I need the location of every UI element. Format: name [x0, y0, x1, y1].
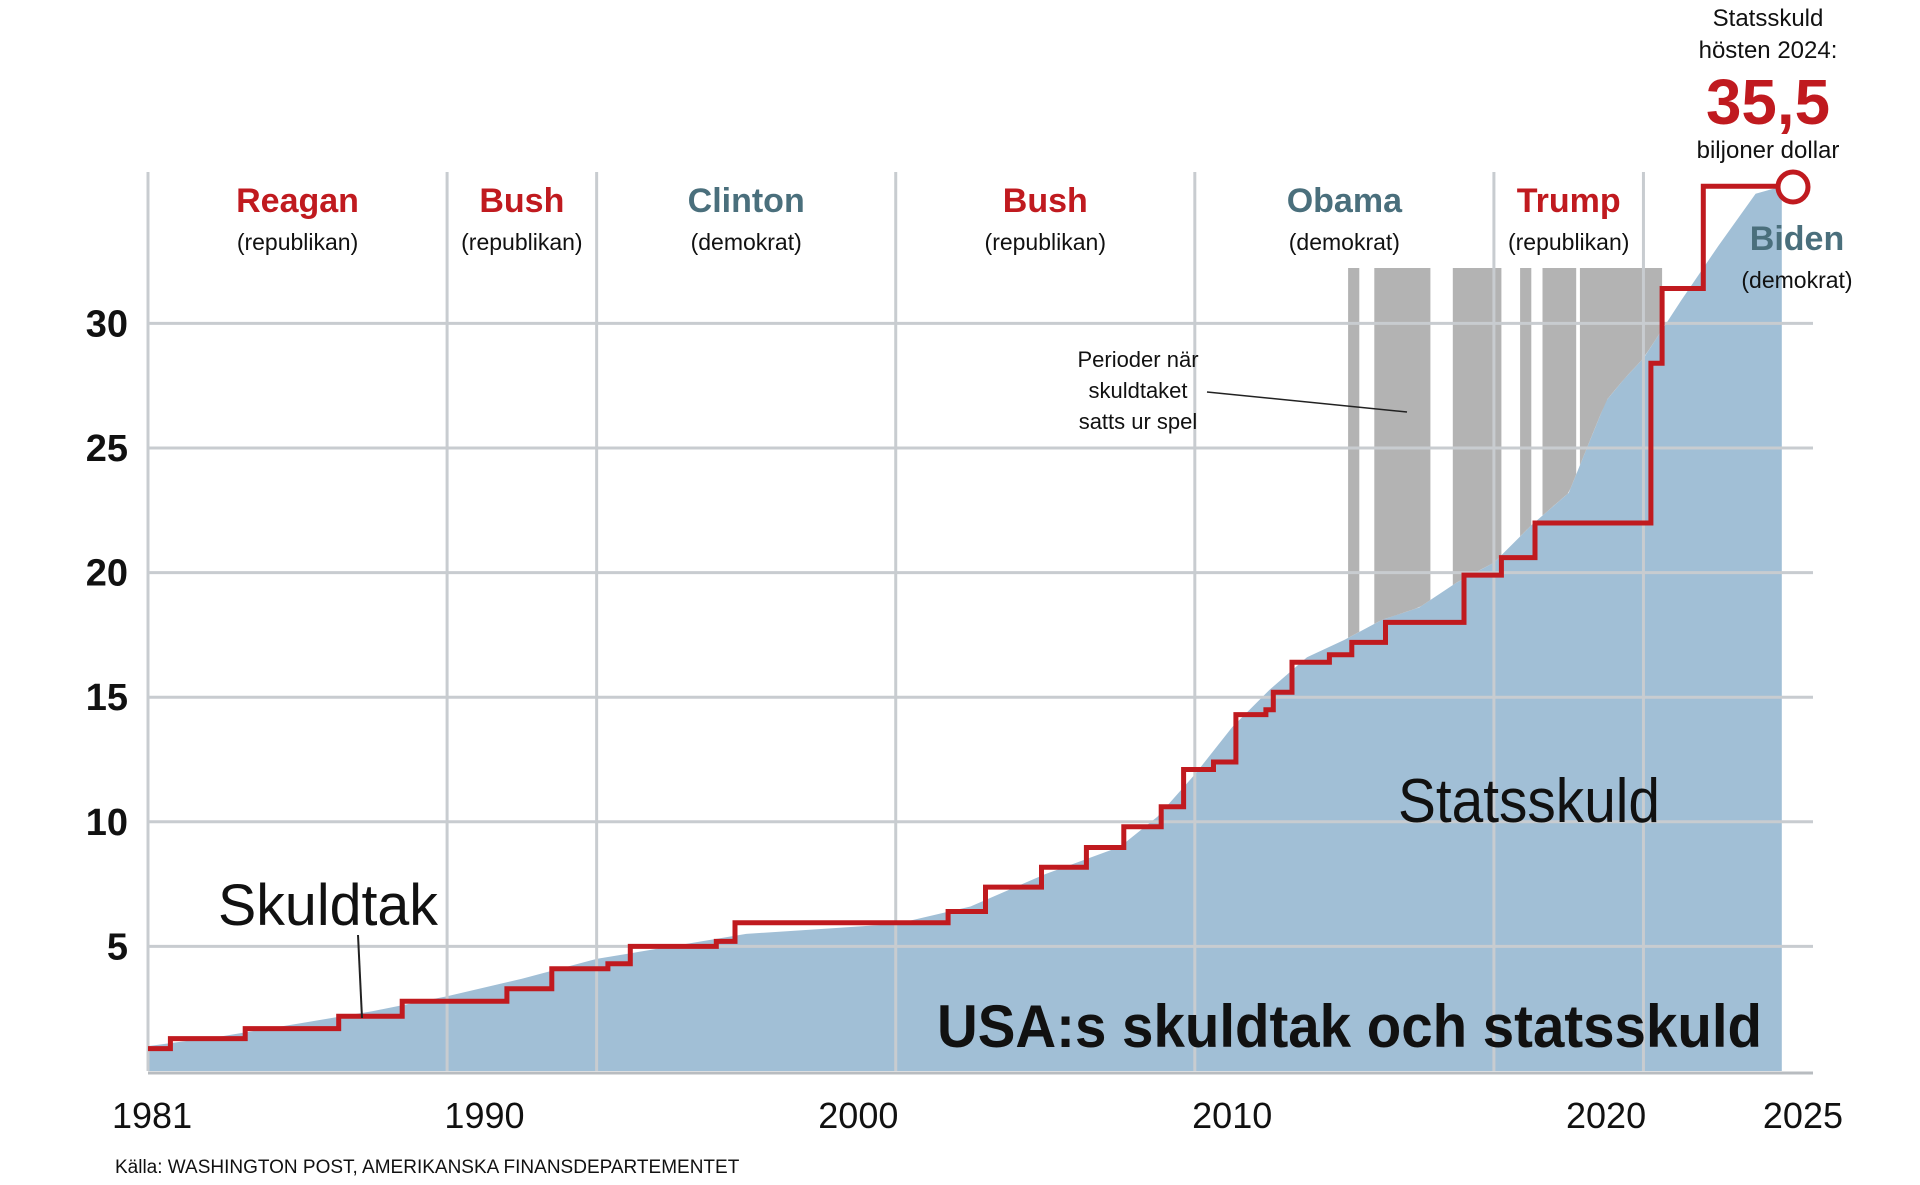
y-tick-label: 20 [86, 553, 128, 595]
suspension-leader-line [1206, 391, 1408, 413]
y-tick-label: 15 [86, 677, 128, 719]
callout-line-1: Statsskuld [1713, 5, 1824, 32]
callout-marker [1775, 169, 1811, 205]
skuldtak-label: Skuldtak [218, 873, 439, 938]
chart-title: USA:s skuldtak och statsskuld [937, 993, 1762, 1060]
president-party: (demokrat) [691, 229, 802, 255]
x-tick-label: 2010 [1192, 1095, 1272, 1136]
debt-ceiling-line [148, 183, 1782, 1052]
suspension-period-bar [1452, 268, 1502, 586]
x-tick-label: 2025 [1763, 1095, 1843, 1136]
x-tick-label: 2000 [818, 1095, 898, 1136]
president-name: Reagan [236, 182, 359, 220]
president-name: Biden [1750, 220, 1844, 258]
callout-value: 35,5 [1706, 66, 1830, 138]
president-name: Obama [1287, 182, 1403, 220]
suspension-period-bar [1348, 268, 1360, 638]
president-party: (demokrat) [1741, 267, 1852, 293]
president-party: (demokrat) [1289, 229, 1400, 255]
president-name: Clinton [688, 182, 805, 220]
y-tick-label: 10 [86, 802, 128, 844]
grid-layer [146, 172, 1813, 1075]
president-name: Bush [479, 182, 564, 220]
x-tick-label: 2020 [1566, 1095, 1646, 1136]
suspension-label-line-1: Perioder när [1077, 347, 1198, 372]
x-tick-label: 1990 [444, 1095, 524, 1136]
president-party: (republikan) [1508, 229, 1629, 255]
ceiling-line-layer [148, 183, 1782, 1052]
debt-area-layer [148, 186, 1782, 1072]
debt-area [148, 186, 1782, 1072]
suspension-period-bar [1579, 268, 1663, 466]
president-name: Trump [1517, 182, 1621, 220]
president-name: Bush [1003, 182, 1088, 220]
president-party: (republikan) [461, 229, 582, 255]
annotations: Skuldtak Statsskuld Perioder när skuldta… [218, 347, 1660, 1019]
skuldtak-leader-line [357, 934, 363, 1019]
statsskuld-label: Statsskuld [1398, 767, 1660, 836]
president-party: (republikan) [985, 229, 1106, 255]
president-party: (republikan) [237, 229, 358, 255]
x-tick-label: 1981 [112, 1095, 192, 1136]
suspension-label-line-2: skuldtaket [1088, 378, 1187, 403]
suspension-period-bar [1374, 268, 1431, 624]
source-note: Källa: WASHINGTON POST, AMERIKANSKA FINA… [115, 1157, 740, 1178]
callout-line-2: hösten 2024: [1699, 37, 1838, 64]
suspension-label-line-3: satts ur spel [1079, 409, 1198, 434]
president-labels: Reagan (republikan) Bush (republikan) Clinto… [236, 182, 1852, 293]
y-tick-label: 25 [86, 428, 128, 470]
y-tick-label: 5 [107, 926, 128, 968]
debt-callout: Statsskuld hösten 2024: 35,5 biljoner do… [1697, 5, 1840, 205]
suspension-periods [1348, 268, 1663, 638]
suspension-period-bar [1520, 268, 1532, 537]
y-tick-label: 30 [86, 303, 128, 345]
callout-unit: biljoner dollar [1697, 137, 1840, 164]
suspension-period-bar [1542, 268, 1577, 516]
